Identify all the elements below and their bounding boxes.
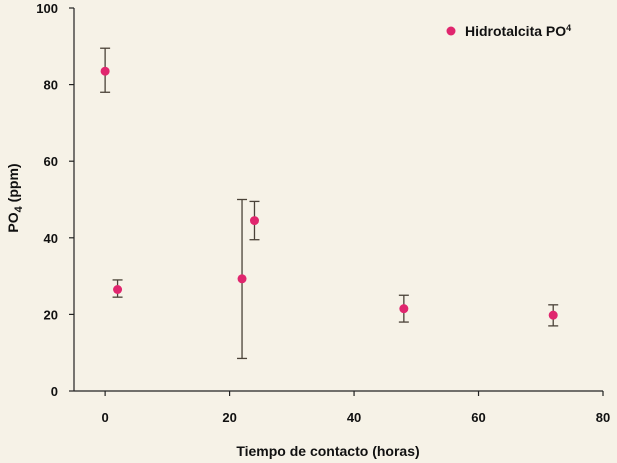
error-bar-group bbox=[100, 47, 559, 360]
data-point bbox=[399, 304, 409, 314]
data-point bbox=[100, 66, 110, 76]
x-axis-title: Tiempo de contacto (horas) bbox=[236, 443, 419, 459]
y-tick-label: 100 bbox=[36, 1, 58, 16]
y-axis-title: PO4 (ppm) bbox=[5, 163, 25, 232]
x-tick-label: 40 bbox=[347, 410, 361, 425]
tick-group: 0 20 40 60 80 100 0 20 40 60 80 bbox=[36, 1, 610, 425]
legend-label: Hidrotalcita PO4 bbox=[465, 23, 571, 39]
x-tick-label: 60 bbox=[471, 410, 485, 425]
data-point bbox=[237, 274, 247, 284]
point-group bbox=[100, 66, 558, 320]
legend-label-main: Hidrotalcita PO bbox=[465, 23, 566, 39]
y-tick-label: 0 bbox=[51, 384, 58, 399]
x-tick-label: 20 bbox=[222, 410, 236, 425]
y-axis-title-rest: (ppm) bbox=[5, 163, 21, 206]
y-tick-label: 80 bbox=[44, 78, 58, 93]
y-tick-label: 20 bbox=[44, 307, 58, 322]
legend: Hidrotalcita PO4 bbox=[446, 23, 571, 39]
x-tick-label: 0 bbox=[102, 410, 109, 425]
y-axis-title-main: PO bbox=[5, 212, 21, 232]
axes bbox=[73, 8, 603, 392]
legend-marker bbox=[446, 26, 456, 36]
y-tick-label: 40 bbox=[44, 231, 58, 246]
y-axis-title-sub: 4 bbox=[13, 205, 25, 212]
data-point bbox=[249, 216, 259, 226]
y-tick-label: 60 bbox=[44, 154, 58, 169]
x-tick-label: 80 bbox=[596, 410, 610, 425]
data-point bbox=[548, 310, 558, 320]
legend-label-sub: 4 bbox=[566, 23, 571, 33]
data-point bbox=[113, 285, 123, 295]
